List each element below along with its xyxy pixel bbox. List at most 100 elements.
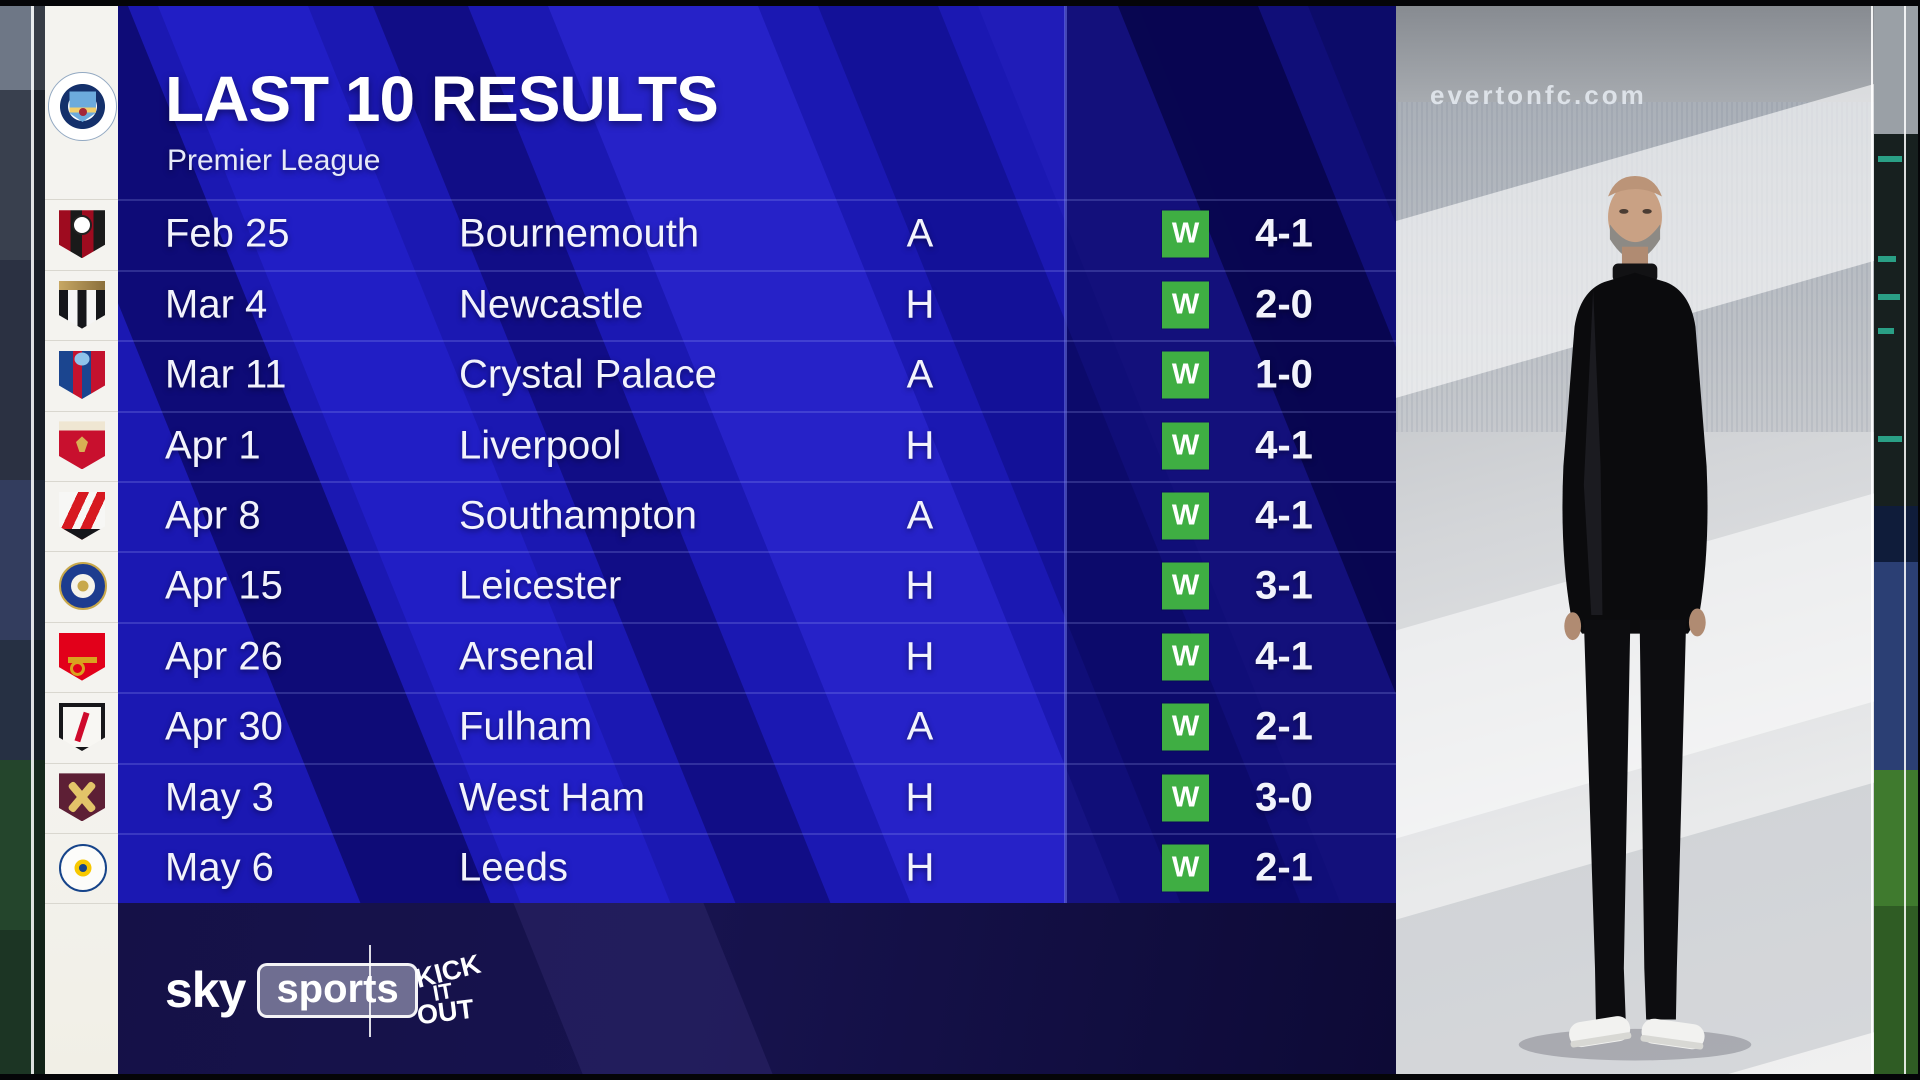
row-divider-line [118, 762, 1396, 765]
result-row: May 6 Leeds H W 2-1 [118, 833, 1396, 903]
result-row: Mar 4 Newcastle H W 2-0 [118, 270, 1396, 340]
leeds-crest-icon [59, 843, 107, 892]
result-badge: W [1162, 492, 1209, 540]
match-date: May 6 [165, 845, 274, 890]
stadium-photo-area: evertonfc.com [1396, 6, 1874, 1074]
results-panel: LAST 10 RESULTS Premier League Feb 25 Bou… [118, 6, 1396, 1074]
opponent-name: Liverpool [459, 423, 622, 468]
scoreboard-text-line [1878, 436, 1902, 442]
row-divider-line [118, 410, 1396, 413]
result-badge: W [1162, 774, 1209, 822]
row-divider-line [118, 551, 1396, 554]
match-score: 2-0 [1255, 282, 1313, 327]
match-score: 4-1 [1255, 493, 1313, 538]
left-stadium-sliver [0, 0, 45, 1080]
opponent-name: Arsenal [459, 634, 595, 679]
sliver-white-line [1871, 6, 1873, 1074]
result-row: May 3 West Ham H W 3-0 [118, 763, 1396, 833]
match-date: Apr 26 [165, 634, 283, 679]
opponent-name: Fulham [459, 704, 593, 749]
match-date: Apr 1 [165, 423, 261, 468]
bottom-frame-bar [0, 1074, 1920, 1080]
result-badge: W [1162, 351, 1209, 399]
match-score: 2-1 [1255, 704, 1313, 749]
crest-rail-divider [45, 199, 118, 201]
row-divider-line [118, 199, 1396, 202]
result-row: Apr 15 Leicester H W 3-1 [118, 551, 1396, 621]
opponent-name: Leicester [459, 563, 622, 608]
sliver-white-line [1904, 6, 1906, 1074]
match-date: Feb 25 [165, 211, 290, 256]
venue-indicator: H [905, 775, 935, 820]
row-divider-line [118, 340, 1396, 343]
match-score: 3-0 [1255, 775, 1313, 820]
right-stadium-sliver [1871, 6, 1920, 1074]
venue-indicator: H [905, 282, 935, 327]
logo-separator-line [369, 945, 371, 1037]
stadium-roof-band [1396, 6, 1874, 102]
crest-rail-divider [45, 340, 118, 342]
row-divider-line [118, 833, 1396, 835]
result-row: Apr 8 Southampton A W 4-1 [118, 481, 1396, 551]
newcastle-crest-icon [59, 280, 105, 329]
kick-it-out-logo-icon: KICK IT OUT [398, 944, 492, 1040]
scoreboard-text-line [1878, 256, 1896, 262]
vertical-divider [1064, 6, 1067, 1074]
match-date: Apr 8 [165, 493, 261, 538]
crest-rail-divider [45, 903, 118, 905]
west-ham-crest-icon [59, 773, 105, 822]
row-divider-line [118, 692, 1396, 695]
match-score: 4-1 [1255, 634, 1313, 679]
stadium-stand-text: evertonfc.com [1430, 80, 1647, 110]
result-badge: W [1162, 844, 1209, 892]
match-date: Mar 11 [165, 352, 287, 397]
row-divider-line [118, 621, 1396, 624]
match-date: Apr 30 [165, 704, 283, 749]
crest-rail [45, 6, 118, 1074]
opponent-name: Newcastle [459, 282, 644, 327]
match-score: 2-1 [1255, 845, 1313, 890]
row-divider-line [118, 269, 1396, 272]
result-row: Apr 26 Arsenal H W 4-1 [118, 622, 1396, 692]
result-badge: W [1162, 633, 1209, 681]
result-row: Mar 11 Crystal Palace A W 1-0 [118, 340, 1396, 410]
left-sliver-shadow [34, 0, 45, 1080]
liverpool-crest-icon [59, 421, 105, 470]
result-row: Apr 1 Liverpool H W 4-1 [118, 411, 1396, 481]
match-date: Mar 4 [165, 282, 268, 327]
venue-indicator: A [906, 704, 934, 749]
opponent-name: West Ham [459, 775, 645, 820]
crest-rail-divider [45, 762, 118, 764]
manchester-city-crest-icon [48, 72, 117, 141]
venue-indicator: H [905, 563, 935, 608]
fulham-crest-icon [59, 703, 105, 751]
result-badge: W [1162, 562, 1209, 610]
top-frame-bar [0, 0, 1920, 6]
sky-sports-logo: sky sports [165, 962, 418, 1018]
opponent-name: Leeds [459, 845, 568, 890]
crest-rail-divider [45, 621, 118, 623]
pep-guardiola-photo [1518, 176, 1752, 1061]
crest-rail-divider [45, 269, 118, 271]
crest-rail-divider [45, 692, 118, 694]
opponent-name: Bournemouth [459, 211, 700, 256]
result-badge: W [1162, 703, 1209, 751]
result-row: Apr 30 Fulham A W 2-1 [118, 692, 1396, 762]
result-badge: W [1162, 210, 1209, 258]
southampton-crest-icon [59, 491, 105, 540]
venue-indicator: A [906, 493, 934, 538]
page-title: LAST 10 RESULTS [165, 63, 719, 135]
result-row: Feb 25 Bournemouth A W 4-1 [118, 199, 1396, 269]
result-badge: W [1162, 422, 1209, 470]
bournemouth-crest-icon [59, 210, 105, 259]
crystal-palace-crest-icon [59, 351, 105, 399]
crest-rail-divider [45, 410, 118, 412]
match-score: 4-1 [1255, 211, 1313, 256]
venue-indicator: A [906, 211, 934, 256]
scoreboard-text-line [1878, 156, 1902, 162]
result-badge: W [1162, 281, 1209, 329]
match-score: 3-1 [1255, 563, 1313, 608]
match-score: 4-1 [1255, 423, 1313, 468]
match-date: Apr 15 [165, 563, 283, 608]
